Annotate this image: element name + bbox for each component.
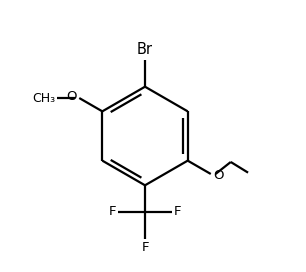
Text: O: O [67, 90, 77, 103]
Text: Br: Br [137, 42, 153, 57]
Text: F: F [174, 205, 181, 218]
Text: F: F [109, 205, 116, 218]
Text: O: O [213, 169, 223, 182]
Text: CH₃: CH₃ [32, 92, 55, 104]
Text: F: F [141, 241, 149, 254]
